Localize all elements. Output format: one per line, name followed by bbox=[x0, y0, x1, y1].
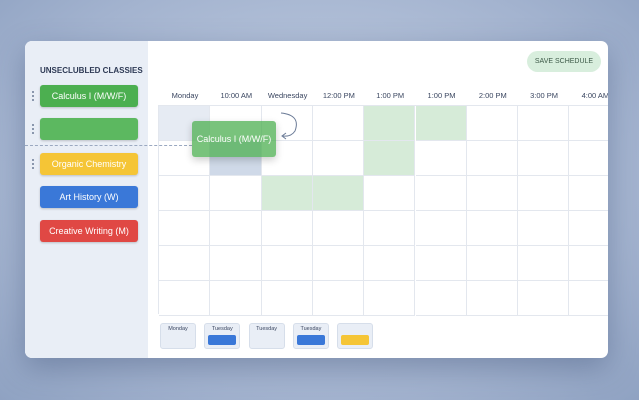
grid-cell bbox=[312, 176, 365, 211]
grid-cell bbox=[569, 141, 608, 176]
dragged-class[interactable]: Calculus I (M/W/F) bbox=[192, 121, 276, 157]
column-header: Monday bbox=[171, 91, 199, 100]
grid-cell bbox=[569, 281, 608, 316]
sidebar-title: UNSECLUBLED CLASSIES bbox=[40, 66, 143, 75]
sidebar: UNSECLUBLED CLASSIES Calculus I (M/W/F) … bbox=[25, 41, 148, 358]
drag-handle bbox=[32, 159, 34, 171]
grid-cell bbox=[415, 106, 467, 141]
column-header: 10:00 AM bbox=[220, 91, 253, 100]
grid-cell bbox=[312, 246, 365, 281]
grid-cell bbox=[466, 106, 519, 141]
grid-cell bbox=[569, 106, 608, 141]
day-bar bbox=[296, 335, 325, 345]
grid-cell bbox=[210, 211, 262, 246]
grid-cell bbox=[364, 246, 416, 281]
grid-cell bbox=[415, 141, 467, 176]
grid-cell bbox=[210, 281, 262, 316]
class-item[interactable]: Calculus I (M/W/F) bbox=[40, 85, 138, 107]
save-button[interactable]: SAVE SCHEDULE bbox=[527, 51, 601, 72]
grid-cell bbox=[364, 281, 416, 316]
grid-cell bbox=[159, 211, 211, 246]
day-card: Tuesday bbox=[248, 323, 285, 349]
column-header: 1:00 PM bbox=[376, 91, 405, 100]
column-header: 1:00 PM bbox=[427, 91, 456, 100]
grid-cell bbox=[261, 246, 313, 281]
grid-cell bbox=[518, 141, 570, 176]
grid-cell bbox=[159, 176, 211, 211]
grid-cell bbox=[210, 176, 262, 211]
grid-cell bbox=[466, 246, 519, 281]
class-placeholder[interactable] bbox=[40, 118, 138, 140]
class-item[interactable]: Creative Writing (M) bbox=[40, 220, 138, 242]
grid-cell bbox=[415, 176, 467, 211]
scheduler-window: UNSECLUBLED CLASSIES Calculus I (M/W/F) … bbox=[25, 41, 608, 358]
grid-cell bbox=[415, 281, 467, 316]
grid-cell bbox=[466, 211, 519, 246]
grid-cell bbox=[312, 281, 365, 316]
grid-cell bbox=[159, 246, 211, 281]
grid-cell bbox=[210, 246, 262, 281]
grid-cell bbox=[466, 176, 519, 211]
calendar-grid bbox=[158, 105, 608, 316]
grid-cell bbox=[312, 211, 365, 246]
day-card bbox=[337, 323, 374, 349]
grid-cell bbox=[261, 281, 313, 316]
drag-arrow bbox=[280, 112, 297, 140]
grid-cell bbox=[569, 176, 608, 211]
grid-cell bbox=[466, 141, 519, 176]
class-item[interactable]: Art History (W) bbox=[40, 186, 138, 208]
class-item[interactable]: Organic Chemistry bbox=[40, 153, 138, 175]
grid-cell bbox=[415, 246, 467, 281]
grid-cell bbox=[518, 211, 570, 246]
day-card: Monday bbox=[160, 323, 196, 349]
grid-cell bbox=[415, 211, 467, 246]
grid-cell bbox=[569, 211, 608, 246]
column-header: Wednesday bbox=[267, 91, 308, 100]
day-bar bbox=[208, 335, 237, 345]
drag-handle bbox=[32, 91, 34, 103]
grid-cell bbox=[364, 211, 416, 246]
grid-cell bbox=[518, 246, 570, 281]
column-header: 2:00 PM bbox=[478, 91, 507, 100]
grid-cell bbox=[312, 106, 365, 141]
grid-cell bbox=[159, 281, 211, 316]
column-header: 3:00 PM bbox=[530, 91, 559, 100]
grid-cell bbox=[364, 141, 416, 176]
grid-cell bbox=[364, 106, 416, 141]
grid-cell bbox=[518, 106, 570, 141]
grid-cell bbox=[312, 141, 365, 176]
column-header: 12:00 PM bbox=[322, 91, 355, 100]
grid-cell bbox=[466, 281, 519, 316]
grid-cell bbox=[518, 281, 570, 316]
day-bar bbox=[341, 335, 370, 345]
drag-guide bbox=[25, 145, 192, 146]
grid-cell bbox=[518, 176, 570, 211]
grid-cell bbox=[261, 211, 313, 246]
day-card: Tuesday bbox=[292, 323, 329, 349]
grid-cell bbox=[261, 176, 313, 211]
grid-cell bbox=[569, 246, 608, 281]
day-card: Tuesday bbox=[204, 323, 241, 349]
grid-cell bbox=[364, 176, 416, 211]
column-header: 4:00 AM bbox=[581, 91, 608, 100]
drag-handle bbox=[32, 124, 34, 136]
